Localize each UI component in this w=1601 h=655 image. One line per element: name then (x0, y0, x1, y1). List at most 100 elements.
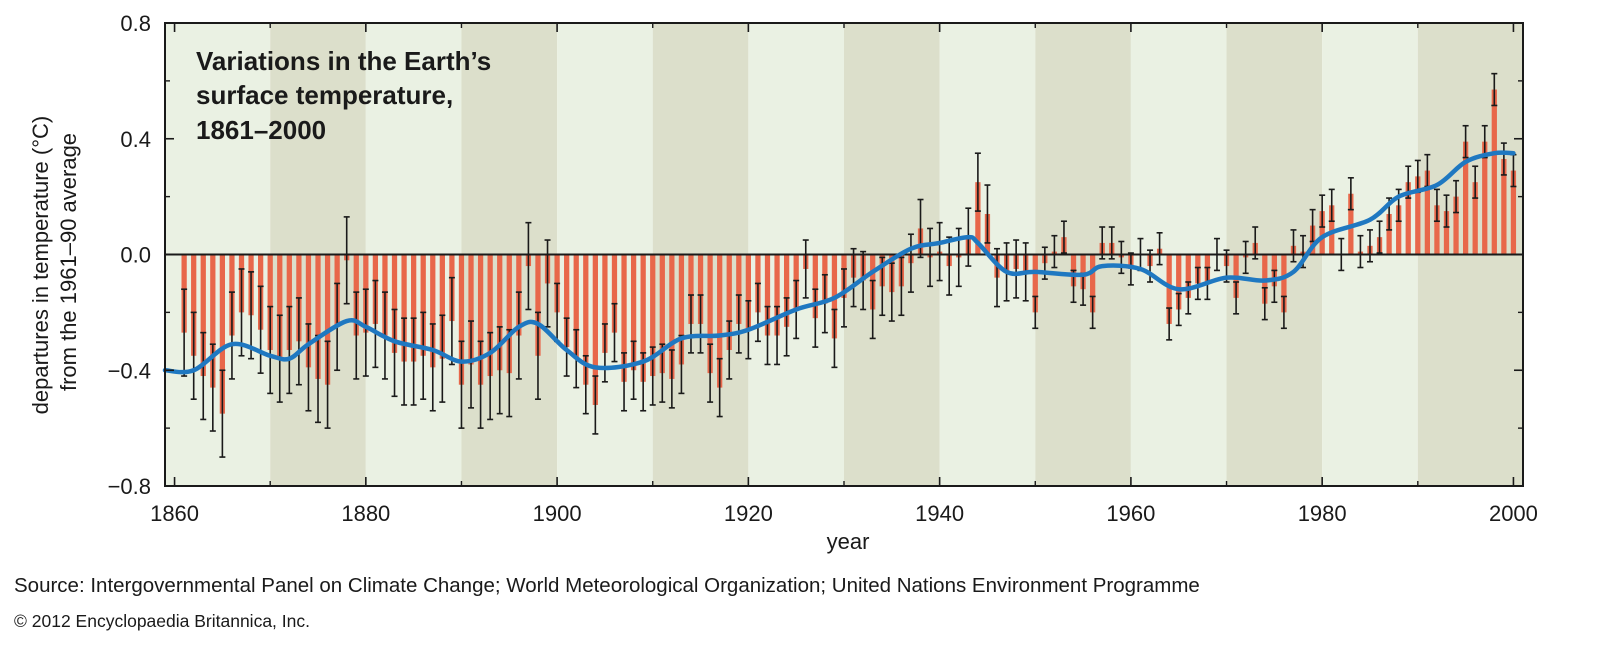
error-bar (1118, 240, 1125, 275)
error-bar (687, 294, 694, 354)
error-bar (429, 323, 436, 412)
chart-title-line-3: 1861–2000 (196, 115, 326, 145)
anomaly-bar (487, 254, 493, 377)
x-tick-label: 1960 (1106, 501, 1155, 526)
error-bar (267, 305, 274, 395)
error-bar (1491, 72, 1498, 107)
error-bar (1060, 220, 1067, 254)
error-bar (228, 291, 235, 380)
anomaly-bar (975, 182, 981, 255)
error-bar (946, 236, 953, 296)
anomaly-bar (1424, 170, 1430, 255)
error-bar (1089, 295, 1096, 330)
anomaly-bar (458, 254, 465, 385)
error-bar (1013, 239, 1020, 299)
anomaly-bar (774, 254, 780, 336)
error-bar (735, 294, 742, 354)
anomaly-bar (736, 254, 742, 324)
source-credit: Source: Intergovernmental Panel on Clima… (14, 574, 1200, 597)
error-bar (295, 297, 302, 386)
anomaly-bar (764, 254, 771, 336)
error-bar (1290, 229, 1297, 263)
error-bar (1051, 234, 1058, 269)
error-bar (362, 288, 369, 377)
y-tick-label: −0.4 (108, 358, 151, 383)
error-bar (984, 184, 991, 244)
anomaly-bar (277, 254, 283, 359)
error-bar (248, 271, 255, 360)
anomaly-bar (1462, 141, 1469, 255)
anomaly-bar (592, 254, 598, 405)
anomaly-bar (707, 254, 713, 374)
error-bar (563, 317, 570, 377)
error-bar (1166, 307, 1173, 341)
error-bar (1271, 269, 1278, 304)
anomaly-bar (717, 254, 723, 388)
error-bar (1443, 194, 1450, 228)
axis-ticks (165, 22, 1523, 487)
anomaly-bar (1491, 89, 1497, 255)
error-bar (496, 326, 503, 415)
error-bar (850, 247, 857, 308)
error-bar (907, 233, 914, 293)
error-bar (458, 340, 465, 429)
error-bar (707, 343, 714, 403)
anomaly-bar (1386, 213, 1392, 255)
error-bar (716, 357, 723, 418)
x-tick-label: 1900 (533, 501, 582, 526)
x-tick-label: 1920 (724, 501, 773, 526)
anomaly-bar (678, 254, 685, 365)
anomaly-bar (267, 254, 273, 350)
error-bar (401, 317, 408, 406)
copyright-notice: © 2012 Encyclopaedia Britannica, Inc. (14, 611, 310, 631)
error-bar (1500, 142, 1507, 176)
anomaly-bar (1090, 254, 1096, 313)
error-bar (974, 152, 981, 212)
error-bar (841, 268, 847, 328)
anomaly-bar (688, 254, 694, 324)
error-bar (802, 239, 809, 299)
anomaly-bar (1166, 254, 1172, 324)
anomaly-bar (191, 254, 197, 356)
tick-labels: 1860 1880 1900 1920 1940 1960 1980 2000 0.8 0.4 0.… (108, 11, 1538, 526)
error-bar (601, 323, 608, 383)
anomaly-bar (1482, 141, 1488, 255)
y-axis-title: departures in temperature (°C) from the … (28, 110, 81, 415)
anomaly-bar (659, 254, 665, 374)
error-bar (238, 268, 245, 357)
error-bar (1156, 231, 1163, 266)
error-bar (1462, 124, 1469, 159)
error-bar (190, 311, 197, 400)
anomaly-bar (650, 254, 656, 377)
error-bar (1338, 237, 1345, 272)
error-bar (726, 320, 733, 380)
error-bar (1242, 240, 1249, 275)
error-bar (659, 343, 666, 403)
error-bar (257, 285, 264, 374)
anomaly-bar (210, 254, 216, 388)
error-bar (525, 221, 532, 311)
chart-title-line-2: surface temperature, (196, 80, 453, 110)
error-bar (812, 288, 819, 348)
error-bar (1472, 165, 1479, 199)
anomaly-bar (1281, 254, 1287, 313)
error-bar (305, 323, 312, 412)
y-axis-title-line-1: departures in temperature (°C) (28, 116, 53, 415)
anomaly-bar (535, 254, 541, 356)
error-bar (831, 308, 838, 369)
y-tick-label: −0.8 (108, 474, 151, 499)
error-bar (754, 282, 761, 343)
error-bar (1108, 226, 1115, 260)
anomaly-bar (391, 254, 398, 353)
error-bar (1433, 188, 1440, 223)
anomaly-bar (669, 254, 675, 379)
error-bar (1319, 194, 1326, 228)
anomaly-bar (640, 254, 646, 382)
anomaly-bar (468, 254, 474, 365)
error-bar (1147, 249, 1154, 283)
error-bar (219, 369, 226, 458)
error-bar (487, 331, 494, 421)
anomaly-bar (439, 254, 445, 359)
x-tick-label: 2000 (1489, 501, 1538, 526)
error-bar (1347, 177, 1354, 211)
